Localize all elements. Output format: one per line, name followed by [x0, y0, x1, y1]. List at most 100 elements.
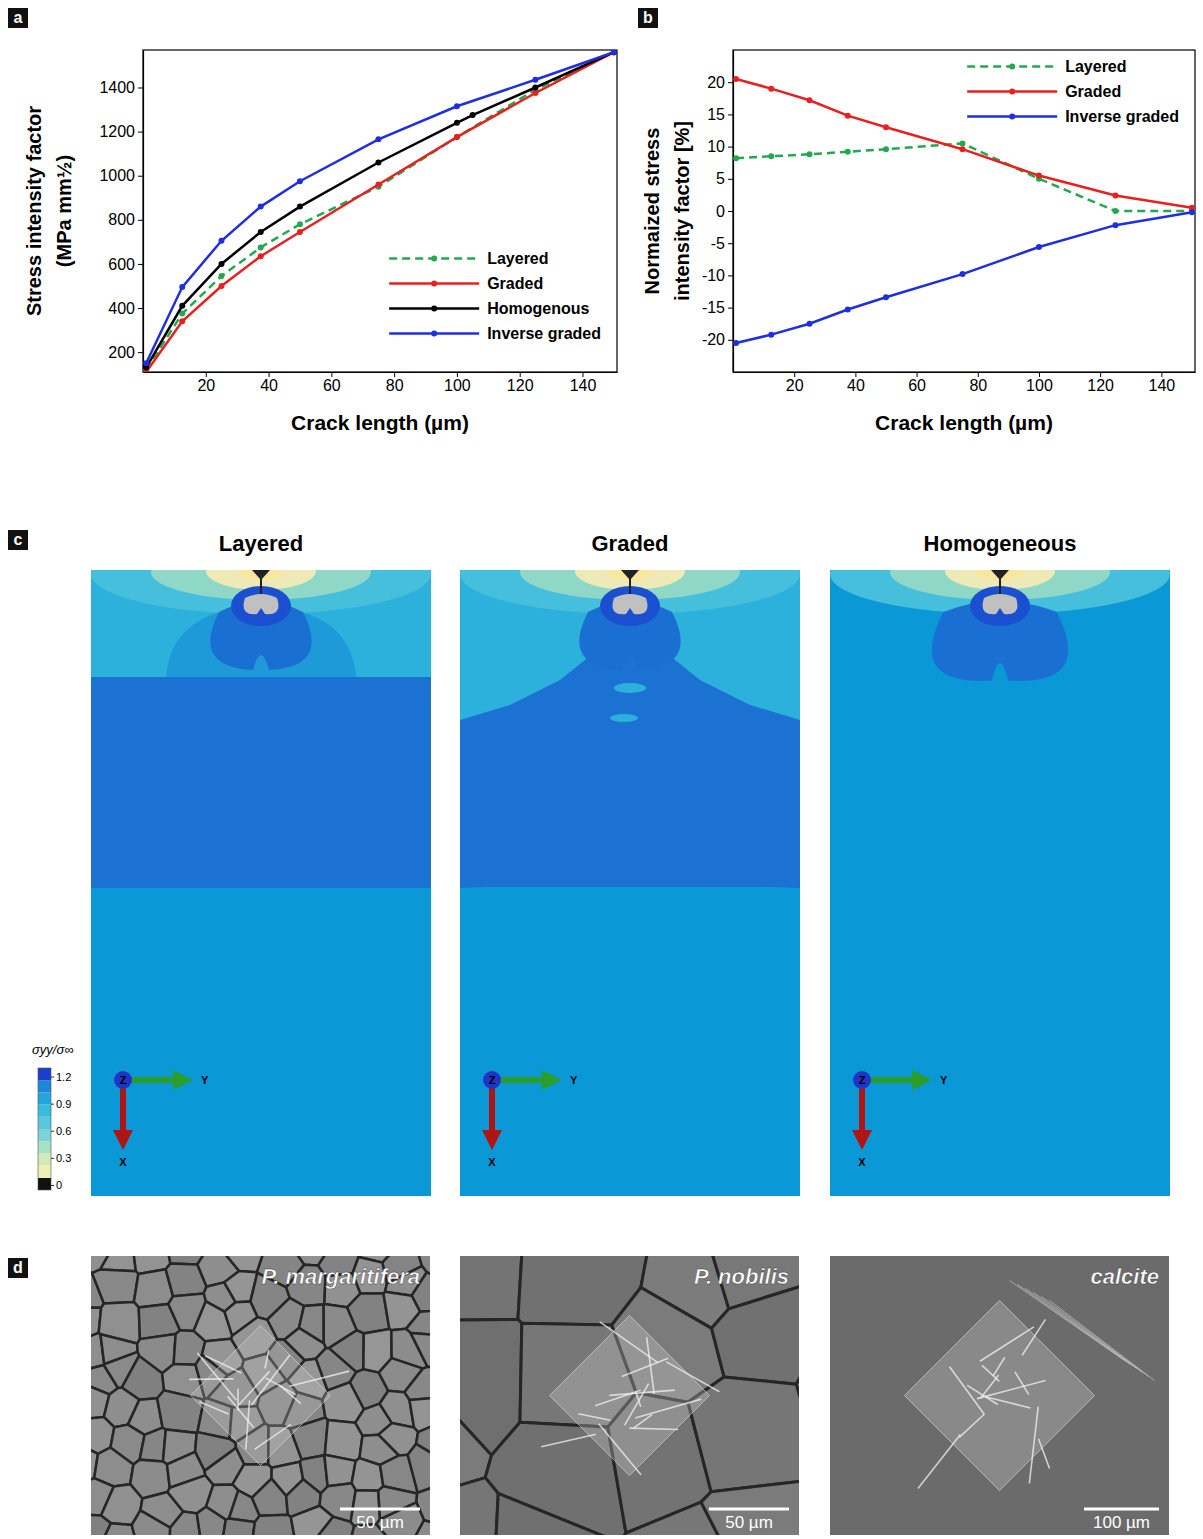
tick: 5 — [716, 170, 733, 187]
fracture — [1029, 1407, 1038, 1484]
tick-mark — [728, 308, 733, 309]
tick-mark — [728, 243, 733, 244]
tick-label: -15 — [702, 299, 725, 316]
fracture — [246, 1400, 250, 1449]
tick-mark — [138, 176, 143, 177]
colorbar-tick-label: 0.9 — [56, 1098, 71, 1110]
scale-bar — [340, 1508, 420, 1511]
grain — [132, 1510, 170, 1535]
colorbar-tick — [51, 1077, 54, 1078]
data-point — [959, 146, 965, 152]
panel-letter: a — [14, 9, 23, 26]
axis-title: Crack length (µm) — [875, 411, 1053, 434]
colorbar-band — [38, 1068, 51, 1080]
legend-entry: Layered — [967, 58, 1126, 75]
triad-label: Y — [940, 1074, 948, 1086]
tick-label: 1000 — [99, 167, 135, 184]
y-axis: 200400600800100012001400 — [99, 51, 143, 373]
colorbar-band — [38, 1092, 51, 1104]
tick: 140 — [1148, 372, 1175, 394]
tick: 20 — [197, 372, 215, 394]
colorbar-tick — [51, 1131, 54, 1132]
contour-fan — [91, 570, 431, 614]
fracture — [199, 1402, 228, 1414]
contour-layer — [460, 636, 800, 887]
tick-label: 5 — [716, 170, 725, 187]
fracture — [595, 1390, 641, 1406]
data-point — [768, 332, 774, 338]
data-point — [297, 204, 303, 210]
scale-bar-label: 100 µm — [1093, 1513, 1150, 1532]
data-point — [375, 182, 381, 188]
data-point — [297, 221, 303, 227]
grain — [701, 1479, 799, 1535]
fracture — [1015, 1372, 1029, 1395]
tick: 140 — [570, 372, 597, 394]
fracture — [959, 1414, 984, 1437]
fracture — [666, 1362, 719, 1392]
axis-line — [734, 372, 1196, 373]
triad-label: X — [119, 1156, 127, 1168]
contour-island — [614, 683, 646, 693]
micrograph — [91, 1256, 430, 1535]
tick: 40 — [847, 372, 865, 394]
fracture — [993, 1357, 1005, 1376]
slip-line — [1042, 1297, 1149, 1377]
slip-line — [1050, 1301, 1155, 1381]
tick: -5 — [711, 235, 733, 252]
triad-label: X — [488, 1156, 496, 1168]
data-point — [179, 318, 185, 324]
tick-mark — [728, 340, 733, 341]
legend-label: Layered — [487, 250, 548, 267]
tick-label: 100 — [1026, 377, 1053, 394]
grain — [310, 1517, 355, 1535]
tick-label: 60 — [908, 377, 926, 394]
tick-mark — [728, 275, 733, 276]
tick-mark — [331, 372, 332, 377]
fracture — [1022, 1319, 1045, 1355]
data-point — [733, 155, 739, 161]
fracture — [265, 1378, 295, 1395]
tick-label: 60 — [323, 377, 341, 394]
indent — [550, 1316, 710, 1476]
grain — [491, 1493, 619, 1535]
triad-arrowhead — [542, 1070, 562, 1090]
data-point — [532, 90, 538, 96]
colorbar-band — [38, 1166, 51, 1178]
grain — [140, 1428, 166, 1462]
contour-fan — [830, 570, 1170, 614]
data-point — [1112, 208, 1118, 214]
data-point — [883, 146, 889, 152]
legend-marker — [431, 256, 437, 262]
tick-mark — [794, 372, 795, 377]
axis-title: Stress intensity factor — [23, 106, 45, 316]
axis-triad: ZYX — [482, 1070, 578, 1168]
fracture — [629, 1428, 678, 1429]
panel-title: Layered — [219, 531, 303, 556]
tick-label: 140 — [570, 377, 597, 394]
tick-label: 10 — [707, 138, 725, 155]
tick-label: -20 — [702, 331, 725, 348]
fracture — [980, 1375, 998, 1399]
micrograph-ground — [91, 1256, 430, 1535]
colorbar-band — [38, 1178, 51, 1190]
data-point — [297, 229, 303, 235]
data-point — [143, 360, 149, 366]
series-line — [146, 52, 614, 370]
data-point — [454, 134, 460, 140]
tick: 1200 — [99, 123, 143, 140]
scale-bar-label: 50 µm — [356, 1513, 404, 1532]
fracture — [1038, 1439, 1049, 1469]
fracture — [578, 1414, 610, 1420]
triad-arrowhead — [482, 1130, 502, 1150]
data-point — [845, 149, 851, 155]
tick-label: 400 — [108, 300, 135, 317]
legend-entry: Layered — [389, 250, 548, 267]
tick: 10 — [707, 138, 733, 155]
axis-title: Crack length (µm) — [291, 411, 469, 434]
x-axis: 20406080100120140 — [734, 372, 1196, 394]
data-point — [218, 238, 224, 244]
panel-letter: c — [14, 531, 23, 548]
data-point — [806, 321, 812, 327]
tick-mark — [728, 147, 733, 148]
